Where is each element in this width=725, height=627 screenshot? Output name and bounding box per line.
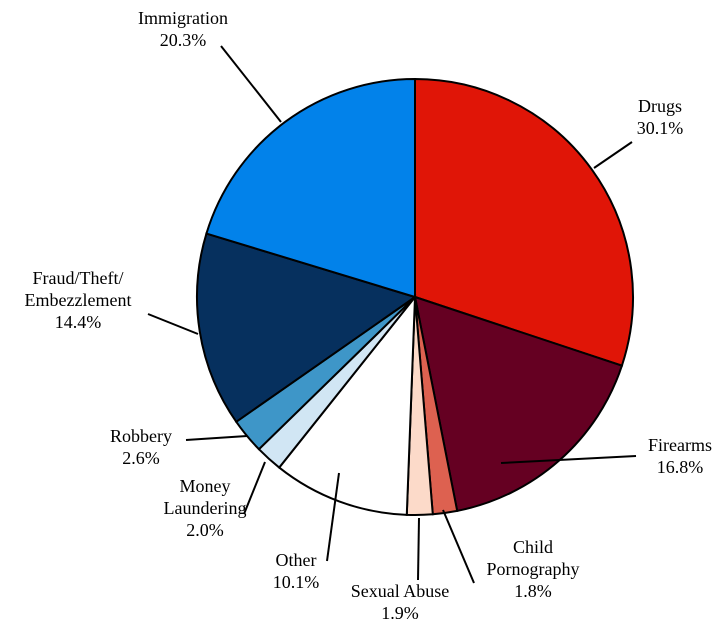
slice-name-label-7-1: Embezzlement <box>25 290 132 310</box>
slice-label-8: Immigration 20.3% <box>138 8 228 50</box>
pie-slice-4 <box>277 293 417 516</box>
slice-label-0: Drugs 30.1% <box>637 96 684 138</box>
slice-name-label-5-1: Laundering <box>164 498 247 518</box>
leader-line-5 <box>243 461 266 515</box>
slice-label-6: Robbery 2.6% <box>110 426 172 468</box>
slice-name-label-5-0: Money <box>180 476 231 496</box>
slice-value-label-5: 2.0% <box>186 520 224 540</box>
slice-name-label-1-0: Firearms <box>648 435 712 455</box>
leader-line-7 <box>147 313 199 335</box>
slice-label-7: Fraud/Theft/Embezzlement 14.4% <box>25 268 132 332</box>
slice-value-label-6: 2.6% <box>122 448 160 468</box>
leader-line-3 <box>417 517 420 581</box>
leader-line-2 <box>442 509 475 584</box>
slice-name-label-3-0: Sexual Abuse <box>351 581 450 601</box>
leader-lines-layer <box>147 45 637 584</box>
leader-line-4 <box>326 472 340 562</box>
leader-line-6 <box>185 435 248 441</box>
leader-line-0 <box>593 141 633 169</box>
slice-label-4: Other 10.1% <box>273 550 320 592</box>
slice-value-label-1: 16.8% <box>657 457 704 477</box>
pie-slice-8 <box>205 77 416 299</box>
slice-value-label-0: 30.1% <box>637 118 684 138</box>
slice-name-label-4-0: Other <box>276 550 317 570</box>
pie-slice-0 <box>414 77 634 367</box>
slice-value-label-4: 10.1% <box>273 572 320 592</box>
slice-label-2: Child Pornography 1.8% <box>487 537 580 601</box>
slice-name-label-2-0: Child <box>513 537 553 557</box>
labels-layer: Drugs 30.1%Firearms 16.8%Child Pornography 1… <box>25 8 712 623</box>
slice-name-label-6-0: Robbery <box>110 426 172 446</box>
slice-value-label-7: 14.4% <box>55 312 102 332</box>
slice-name-label-7-0: Fraud/Theft/ <box>33 268 124 288</box>
leader-line-8 <box>220 45 282 123</box>
slice-value-label-2: 1.8% <box>514 581 552 601</box>
slice-label-3: Sexual Abuse 1.9% <box>351 581 450 623</box>
slice-label-1: Firearms 16.8% <box>648 435 712 477</box>
slice-name-label-8-0: Immigration <box>138 8 228 28</box>
slice-label-5: Money Laundering 2.0% <box>164 476 247 540</box>
slices-layer <box>196 77 634 516</box>
slice-name-label-2-1: Pornography <box>487 559 580 579</box>
slice-value-label-3: 1.9% <box>381 603 419 623</box>
slice-name-label-0-0: Drugs <box>638 96 682 116</box>
leader-line-1 <box>500 455 637 464</box>
slice-value-label-8: 20.3% <box>160 30 207 50</box>
